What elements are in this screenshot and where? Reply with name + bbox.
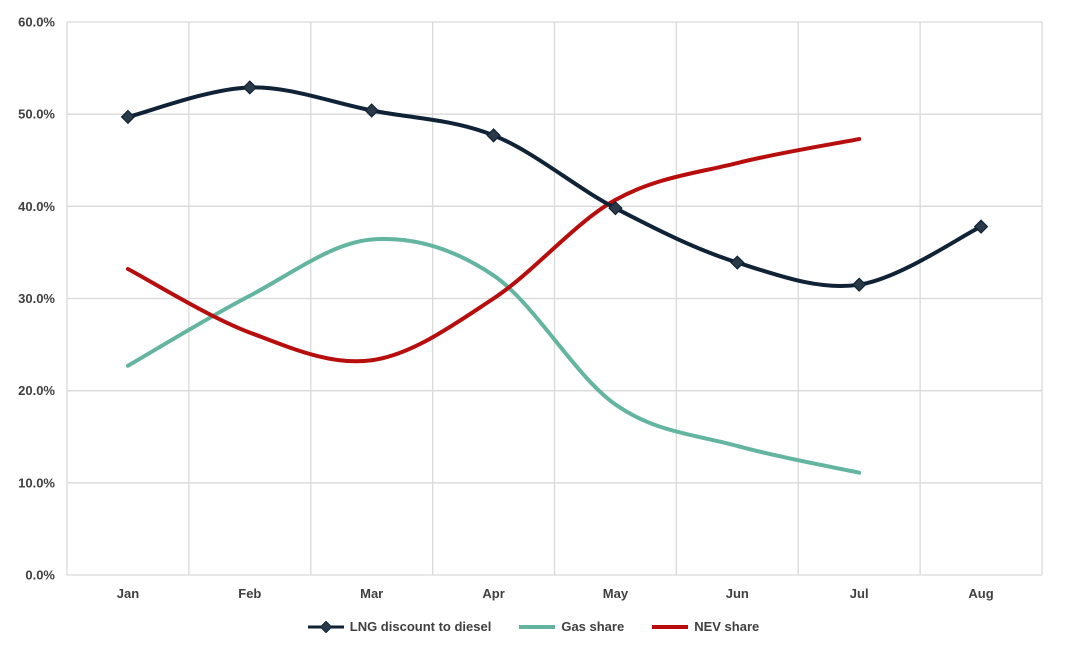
x-tick-label: Jun [726,586,749,601]
y-tick-label: 30.0% [18,291,55,306]
legend-label-gas: Gas share [561,619,625,634]
y-tick-label: 50.0% [18,107,55,122]
x-tick-label: Feb [238,586,261,601]
x-tick-label: May [603,586,629,601]
data-point-lng [120,109,136,125]
y-tick-label: 10.0% [18,475,55,490]
data-point-lng [608,200,623,216]
data-point-lng [973,219,989,234]
x-tick-label: Mar [360,586,383,601]
legend-item-gas: Gas share [517,619,624,634]
legend-label-lng: LNG discount to diesel [349,619,492,634]
data-point-lng [486,128,501,143]
data-point-lng [851,277,867,292]
x-tick-label: Aug [968,586,993,601]
x-tick-label: Jul [850,586,869,601]
legend-swatch-gas [519,624,556,629]
data-point-lng [364,103,379,118]
data-point-lng [730,255,745,270]
data-point-lng [242,80,258,95]
legend-item-lng: LNG discount to diesel [306,619,492,634]
y-tick-label: 20.0% [18,383,55,398]
x-tick-label: Jan [117,586,139,601]
x-tick-label: Apr [482,586,504,601]
legend-label-nev: NEV share [694,619,760,634]
series-line-gas [125,236,862,475]
chart-legend: LNG discount to diesel Gas share NEV sha… [0,619,1065,634]
series-line-nev [125,137,862,364]
y-tick-label: 60.0% [18,15,55,30]
legend-swatch-nev [652,624,689,629]
y-tick-label: 0.0% [25,568,55,583]
series-line-lng [125,85,984,289]
legend-item-nev: NEV share [650,619,759,634]
y-tick-label: 40.0% [18,199,55,214]
legend-swatch-lng [307,620,344,633]
